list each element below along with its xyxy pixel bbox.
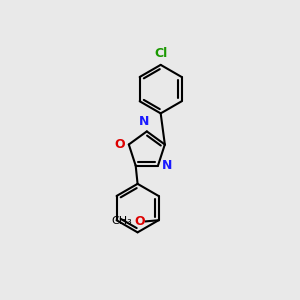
Text: O: O	[134, 215, 145, 228]
Text: N: N	[139, 115, 150, 128]
Text: N: N	[161, 159, 172, 172]
Text: Cl: Cl	[154, 47, 167, 60]
Text: O: O	[115, 138, 125, 151]
Text: CH₃: CH₃	[111, 216, 132, 226]
